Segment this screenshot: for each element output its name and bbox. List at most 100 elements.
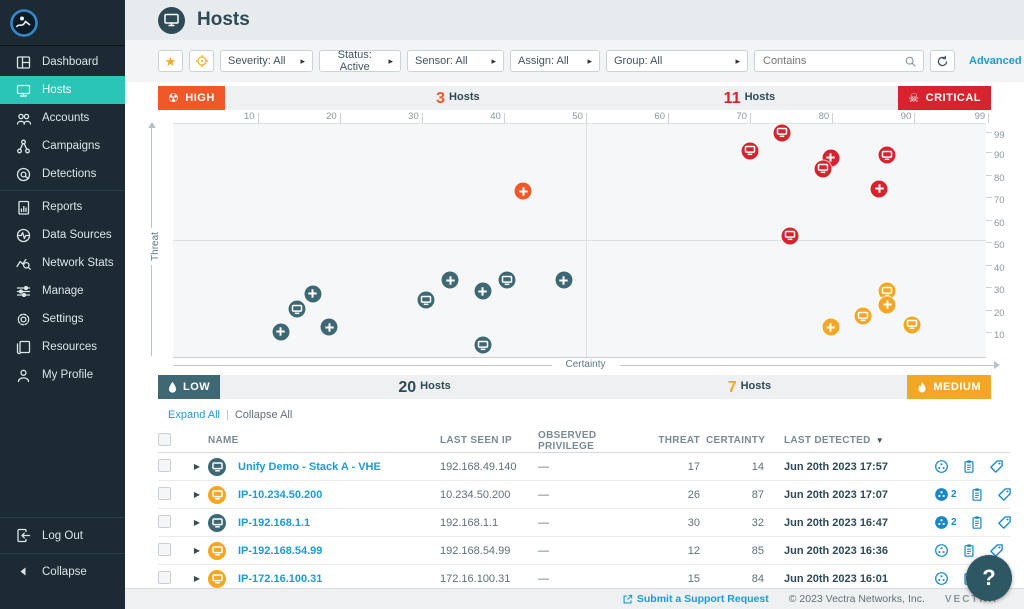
- last-seen-ip: 192.168.49.140: [440, 460, 517, 473]
- filter-dropdown-sensor[interactable]: Sensor: All ▸: [407, 50, 504, 72]
- notes-icon[interactable]: [970, 515, 984, 530]
- sidebar-item-log-out[interactable]: Log Out: [0, 521, 125, 550]
- host-marker-low-monitor[interactable]: [498, 271, 516, 289]
- sidebar-item-my-profile[interactable]: My Profile: [0, 361, 125, 389]
- threat-score: 26: [687, 488, 700, 501]
- row-checkbox[interactable]: [158, 514, 171, 528]
- notes-icon[interactable]: [962, 543, 976, 558]
- sidebar-item-settings[interactable]: Settings: [0, 305, 125, 333]
- sidebar-item-hosts[interactable]: Hosts: [0, 76, 125, 104]
- sidebar-item-dashboard[interactable]: Dashboard: [0, 48, 125, 76]
- row-checkbox[interactable]: [158, 542, 171, 556]
- sidebar-item-manage[interactable]: Manage: [0, 277, 125, 305]
- detections-icon[interactable]: 2: [934, 487, 957, 502]
- tag-icon[interactable]: [997, 515, 1012, 530]
- column-header-last-detected[interactable]: LAST DETECTED ▼: [784, 435, 884, 446]
- detections-count: 2: [951, 489, 957, 500]
- contains-search-input[interactable]: [761, 54, 904, 68]
- row-checkbox[interactable]: [158, 458, 171, 472]
- high-severity-badge: ☢ HIGH: [158, 86, 225, 110]
- monitor-icon: [15, 82, 31, 98]
- host-marker-medium-plus[interactable]: [878, 296, 896, 314]
- detections-icon[interactable]: [934, 459, 949, 474]
- host-marker-critical-monitor[interactable]: [741, 142, 759, 160]
- host-marker-medium-monitor[interactable]: [903, 316, 921, 334]
- row-checkbox[interactable]: [158, 570, 171, 584]
- host-marker-medium-monitor[interactable]: [878, 282, 896, 300]
- column-header-threat[interactable]: THREAT: [658, 435, 700, 446]
- host-marker-low-plus[interactable]: [441, 271, 459, 289]
- tag-icon[interactable]: [997, 487, 1012, 502]
- certainty-score: 32: [751, 516, 764, 529]
- host-name-link[interactable]: IP-172.16.100.31: [238, 572, 323, 585]
- host-marker-low-monitor[interactable]: [288, 300, 306, 318]
- host-type-icon: [208, 569, 226, 588]
- filter-dropdown-severity[interactable]: Severity: All ▸: [220, 50, 313, 72]
- sidebar-item-network-stats[interactable]: Network Stats: [0, 249, 125, 277]
- expand-row-caret[interactable]: ▶: [193, 518, 201, 527]
- expand-all-link[interactable]: Expand All: [168, 409, 220, 421]
- row-checkbox[interactable]: [158, 486, 171, 500]
- sidebar-item-accounts[interactable]: Accounts: [0, 104, 125, 132]
- sidebar-item-campaigns[interactable]: Campaigns: [0, 132, 125, 160]
- favorite-filter-button[interactable]: ★: [158, 50, 183, 72]
- column-header-certainty[interactable]: CERTAINTY: [706, 435, 766, 446]
- last-detected: Jun 20th 2023 17:57: [784, 460, 888, 473]
- sidebar-item-data-sources[interactable]: Data Sources: [0, 221, 125, 249]
- support-request-link[interactable]: Submit a Support Request: [622, 593, 769, 605]
- sidebar-item-label: Detections: [42, 168, 97, 180]
- host-marker-low-plus[interactable]: [304, 285, 322, 303]
- filter-dropdown-group[interactable]: Group: All ▸: [606, 50, 748, 72]
- filter-dropdown-assign[interactable]: Assign: All ▸: [510, 50, 600, 72]
- collapse-all-link[interactable]: Collapse All: [234, 409, 293, 421]
- sidebar-item-collapse[interactable]: Collapse: [0, 557, 125, 586]
- select-all-checkbox[interactable]: [158, 432, 171, 446]
- column-header-last-seen-ip[interactable]: LAST SEEN IP: [440, 435, 512, 446]
- target-filter-button[interactable]: [189, 50, 214, 72]
- host-marker-low-plus[interactable]: [320, 318, 338, 336]
- host-marker-low-monitor[interactable]: [417, 291, 435, 309]
- detections-icon[interactable]: [934, 571, 949, 586]
- notes-icon[interactable]: [962, 459, 976, 474]
- table-links: Expand All | Collapse All: [168, 409, 293, 421]
- expand-row-caret[interactable]: ▶: [193, 574, 201, 583]
- detections-icon[interactable]: [934, 543, 949, 558]
- host-marker-critical-monitor[interactable]: [773, 124, 791, 142]
- help-button[interactable]: ?: [966, 555, 1012, 601]
- column-header-name[interactable]: NAME: [208, 435, 239, 446]
- detections-icon[interactable]: 2: [934, 515, 957, 530]
- filter-dropdown-status[interactable]: Status: Active ▸: [319, 49, 401, 73]
- host-marker-critical-monitor[interactable]: [814, 160, 832, 178]
- host-marker-medium-monitor[interactable]: [854, 307, 872, 325]
- sidebar-item-detections[interactable]: Detections: [0, 160, 125, 188]
- host-marker-critical-monitor[interactable]: [781, 227, 799, 245]
- host-name-link[interactable]: IP-192.168.54.99: [238, 544, 323, 557]
- notes-icon[interactable]: [970, 487, 984, 502]
- refresh-button[interactable]: [930, 50, 955, 72]
- vectra-logo[interactable]: [0, 0, 125, 46]
- expand-row-caret[interactable]: ▶: [193, 490, 201, 499]
- advanced-link[interactable]: Advanced: [969, 55, 1022, 67]
- host-name-link[interactable]: Unify Demo - Stack A - VHE: [238, 460, 381, 473]
- critical-host-count: 11 Hosts: [723, 90, 776, 107]
- host-marker-critical-plus[interactable]: [870, 180, 888, 198]
- x-tick-label: 70: [736, 111, 748, 122]
- host-name-link[interactable]: IP-192.168.1.1: [238, 516, 311, 529]
- detection-target-icon: [15, 166, 31, 182]
- host-marker-critical-monitor[interactable]: [878, 146, 896, 164]
- host-marker-low-plus[interactable]: [474, 282, 492, 300]
- host-marker-low-plus[interactable]: [555, 271, 573, 289]
- host-marker-low-plus[interactable]: [272, 323, 290, 341]
- expand-row-caret[interactable]: ▶: [193, 546, 201, 555]
- host-marker-high-plus[interactable]: [514, 182, 532, 200]
- tag-icon[interactable]: [989, 459, 1004, 474]
- expand-row-caret[interactable]: ▶: [193, 462, 201, 471]
- host-type-icon: [208, 485, 226, 504]
- sidebar-item-reports[interactable]: Reports: [0, 193, 125, 221]
- host-name-link[interactable]: IP-10.234.50.200: [238, 488, 323, 501]
- sidebar-item-resources[interactable]: Resources: [0, 333, 125, 361]
- host-marker-low-monitor[interactable]: [474, 336, 492, 354]
- sidebar-item-label: Accounts: [42, 112, 90, 124]
- host-marker-medium-plus[interactable]: [822, 318, 840, 336]
- column-header-observed-privilege[interactable]: OBSERVED PRIVILEGE: [538, 429, 597, 452]
